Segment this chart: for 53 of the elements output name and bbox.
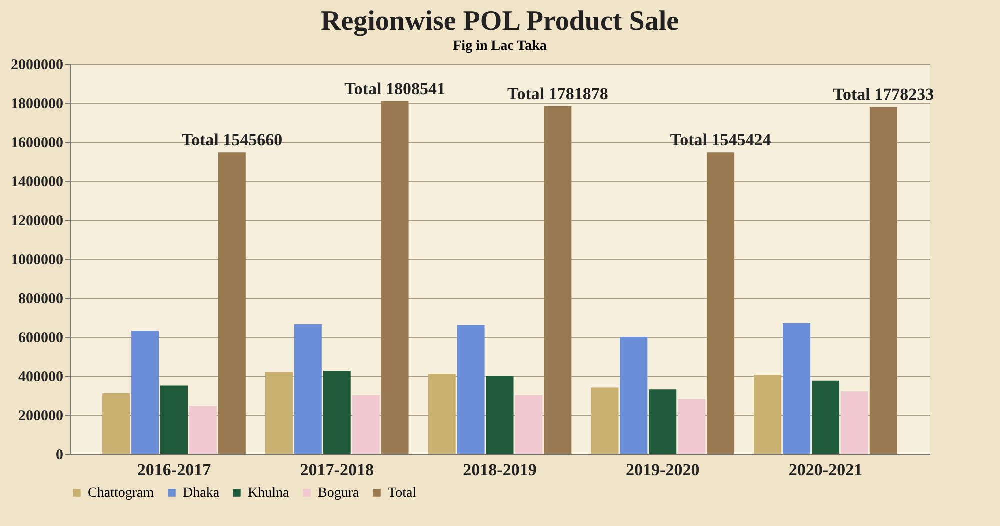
x-tick-label: 2019-2020 bbox=[626, 460, 700, 480]
y-tick-label: 1600000 bbox=[11, 136, 64, 152]
bar bbox=[160, 386, 188, 454]
y-tick-label: 600000 bbox=[18, 330, 64, 346]
legend-label: Chattogram bbox=[88, 486, 154, 501]
bar bbox=[649, 390, 677, 454]
bar bbox=[707, 152, 735, 454]
bar bbox=[812, 380, 840, 454]
y-tick-label: 1200000 bbox=[11, 214, 64, 230]
y-tick-label: 2000000 bbox=[11, 58, 64, 74]
annotation: Total 1808541 bbox=[344, 79, 446, 98]
bar bbox=[783, 323, 811, 454]
bar bbox=[620, 337, 648, 454]
bar bbox=[457, 325, 485, 454]
bar bbox=[352, 396, 380, 454]
x-tick-label: 2020-2021 bbox=[788, 460, 863, 480]
y-tick-label: 1400000 bbox=[11, 174, 64, 190]
y-tick-label: 800000 bbox=[18, 292, 64, 308]
bar bbox=[381, 101, 409, 454]
annotation: Total 1545424 bbox=[670, 130, 772, 150]
bar bbox=[102, 394, 130, 454]
bar bbox=[591, 388, 619, 454]
y-tick-label: 400000 bbox=[18, 370, 64, 386]
y-tick-label: 200000 bbox=[18, 408, 64, 424]
bar bbox=[218, 152, 246, 454]
x-tick-label: 2017-2018 bbox=[300, 460, 374, 480]
legend-label: Dhaka bbox=[183, 486, 220, 501]
bar bbox=[189, 406, 217, 454]
bar bbox=[678, 399, 706, 454]
bar bbox=[870, 107, 898, 454]
bar bbox=[294, 324, 322, 454]
annotation: Total 1781878 bbox=[507, 84, 608, 104]
annotation: Total 1778233 bbox=[833, 85, 934, 104]
y-tick-label: 1800000 bbox=[11, 96, 64, 112]
bar bbox=[265, 372, 293, 454]
bar bbox=[428, 374, 456, 454]
legend-label: Bogura bbox=[318, 486, 360, 501]
chart-title: Regionwise POL Product Sale bbox=[320, 6, 680, 37]
bar bbox=[515, 396, 543, 454]
bar bbox=[132, 331, 160, 454]
x-tick-label: 2016-2017 bbox=[137, 460, 212, 480]
bar bbox=[486, 376, 514, 454]
bar bbox=[323, 371, 351, 454]
bar bbox=[840, 392, 868, 454]
bar bbox=[754, 375, 782, 454]
y-tick-label: 1000000 bbox=[11, 252, 64, 268]
legend-label: Total bbox=[388, 486, 417, 501]
text: Fig in Lac Taka bbox=[453, 39, 547, 54]
legend-label: Khulna bbox=[248, 486, 290, 501]
bar bbox=[544, 106, 572, 454]
x-tick-label: 2018-2019 bbox=[463, 460, 537, 480]
y-tick-label: 0 bbox=[56, 448, 64, 464]
annotation: Total 1545660 bbox=[182, 130, 283, 150]
